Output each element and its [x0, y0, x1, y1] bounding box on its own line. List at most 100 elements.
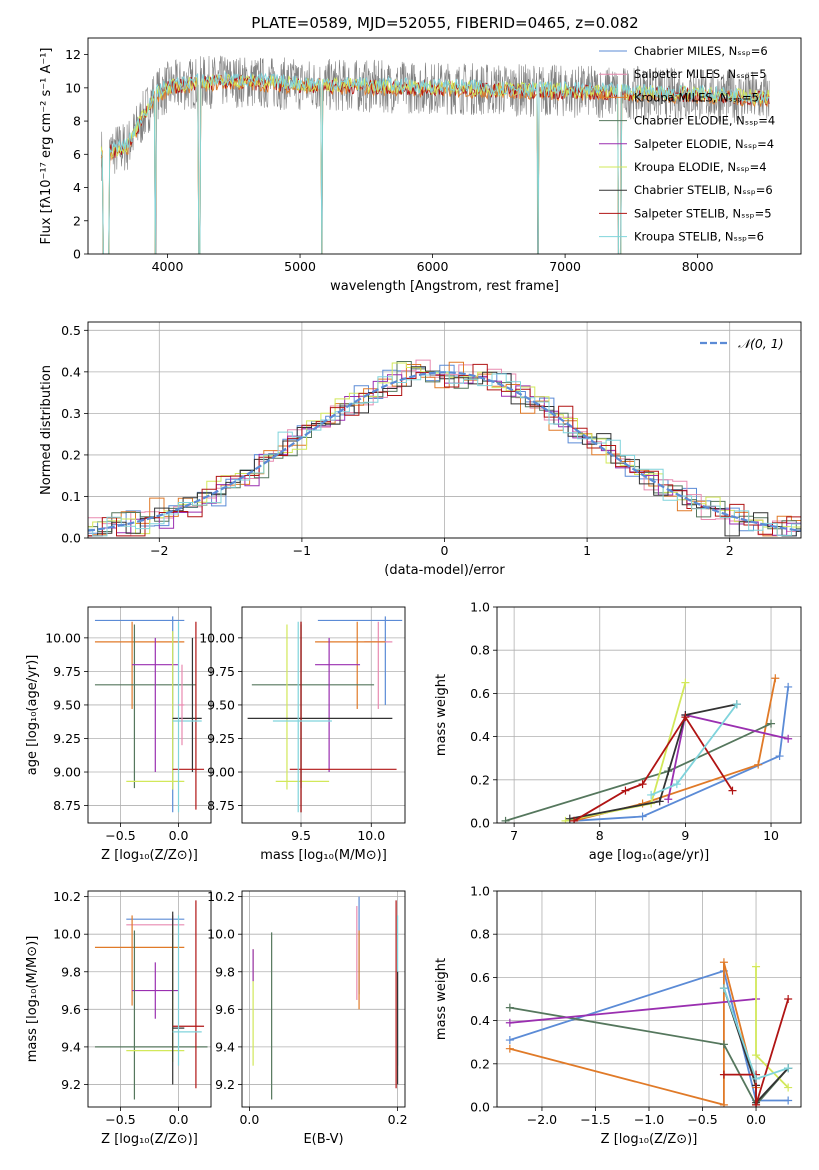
y-tick-label: 0.8 — [470, 643, 490, 658]
y-tick-label: 4 — [73, 180, 81, 195]
weight-marker-salpeter_stelib — [752, 1100, 761, 1107]
histogram-chabrier_stelib — [88, 366, 801, 537]
y-tick-label: 1.0 — [470, 600, 490, 615]
legend-label-kroupa_elodie: Kroupa ELODIE, Nₛₛₚ=4 — [634, 160, 767, 174]
histogram-kroupa_stelib — [88, 371, 801, 537]
spectrum-data-line — [101, 55, 770, 254]
weight-marker-salpeter_stelib — [621, 786, 630, 795]
legend-label-salpeter_miles: Salpeter MILES, Nₛₛₚ=5 — [634, 67, 767, 81]
weight-marker-kroupa_elodie — [752, 962, 761, 971]
x-tick-label: 0.2 — [388, 1112, 408, 1127]
x-tick-label: −0.5 — [105, 828, 135, 843]
weight-marker-kroupa_stelib — [719, 984, 728, 993]
axes-frame — [87, 890, 212, 1108]
x-tick-label: 6000 — [417, 259, 449, 274]
y-tick-label: 10.2 — [207, 889, 235, 904]
y-tick-label: 9.75 — [53, 664, 81, 679]
weight-marker-chabrier_miles — [638, 812, 647, 821]
x-tick-label: −1 — [293, 543, 311, 558]
plot-area — [94, 616, 205, 813]
weight-line-salpeter_stelib — [573, 715, 734, 822]
y-tick-label: 9.50 — [53, 697, 81, 712]
weight-marker-kroupa_elodie — [752, 1051, 761, 1060]
legend-label-chabrier_elodie: Chabrier ELODIE, Nₛₛₚ=4 — [634, 114, 775, 128]
plot-area — [100, 55, 770, 254]
weight-marker-salpeter_stelib — [638, 780, 647, 789]
chart-spectrum: 4000 5000 6000 7000 8000 0 2 4 6 8 10 12 wavelength … — [39, 37, 802, 294]
weight-marker-salpeter_stelib — [570, 816, 579, 823]
x-axis-label: mass [log₁₀(M/M⊙)] — [260, 848, 387, 863]
x-axis-label: (data-model)/error — [384, 563, 505, 578]
y-tick-label: 1.0 — [470, 884, 490, 899]
y-tick-label: 0.2 — [470, 772, 490, 787]
chart-age-vs-Z: −0.5 0.0 8.75 9.00 9.25 9.50 9.75 10.00 Z [log₁₀… — [25, 606, 212, 863]
y-axis-label: Flux [fλ10⁻¹⁷ erg cm⁻² s⁻¹ A⁻¹] — [39, 48, 54, 245]
x-axis-label: Z [log₁₀(Z/Z⊙)] — [101, 1132, 198, 1147]
plot-area — [247, 616, 403, 813]
chart-mass-vs-EBV: 0.0 0.2 9.2 9.4 9.6 9.8 10.0 10.2 E(B-V) — [207, 889, 407, 1147]
weight-marker-chabrier_stelib — [655, 797, 664, 806]
y-tick-label: 6 — [73, 147, 81, 162]
y-tick-label: 0.6 — [470, 970, 490, 985]
histogram-kroupa_miles — [88, 361, 801, 537]
y-tick-label: 9.4 — [61, 1039, 81, 1054]
y-tick-label: 8 — [73, 114, 81, 129]
y-tick-label: 0.6 — [470, 686, 490, 701]
legend-label-salpeter_stelib: Salpeter STELIB, Nₛₛₚ=5 — [634, 206, 772, 220]
y-tick-label: 0.5 — [61, 323, 81, 338]
legend-label-normal: 𝒩(0, 1) — [738, 336, 784, 351]
x-axis-label: Z [log₁₀(Z/Z⊙)] — [601, 1132, 698, 1147]
x-tick-label: 5000 — [284, 259, 316, 274]
y-tick-label: 0.0 — [470, 1100, 490, 1115]
x-axis-label: Z [log₁₀(Z/Z⊙)] — [101, 848, 198, 863]
weight-marker-salpeter_stelib — [728, 786, 737, 795]
x-tick-label: 0.0 — [746, 1112, 766, 1127]
weight-marker-kroupa_elodie — [561, 816, 570, 823]
weight-marker-kroupa_stelib — [647, 790, 656, 799]
weight-marker-salpeter_elodie — [784, 734, 793, 743]
x-tick-label: 2 — [726, 543, 734, 558]
x-tick-label: 0.0 — [169, 1112, 189, 1127]
y-tick-label: 0.1 — [61, 489, 81, 504]
y-tick-label: 2 — [73, 213, 81, 228]
y-tick-label: 9.2 — [61, 1077, 81, 1092]
y-tick-label: 9.2 — [215, 1077, 235, 1092]
y-tick-label: 0.0 — [470, 816, 490, 831]
weight-marker-chabrier_elodie — [501, 816, 510, 823]
chart-age-vs-mass: 9.5 10.0 8.75 9.00 9.25 9.50 9.75 10.00 mass [lo… — [199, 606, 406, 863]
y-tick-label: 10 — [65, 80, 81, 95]
weight-marker-chabrier_miles — [775, 752, 784, 761]
y-tick-label: 10.0 — [53, 927, 81, 942]
x-tick-label: −2 — [150, 543, 168, 558]
weight-marker-chabrier_elodie — [767, 719, 776, 728]
weight-marker-salpeter_stelib — [719, 1070, 728, 1079]
weight-line-kroupa_miles — [509, 962, 757, 1106]
y-tick-label: 0 — [73, 247, 81, 262]
x-axis-label: age [log₁₀(age/yr)] — [589, 848, 710, 863]
plot-area — [88, 359, 801, 537]
weight-marker-salpeter_stelib — [784, 995, 793, 1003]
legend-label-kroupa_miles: Kroupa MILES, Nₛₛₚ=5 — [634, 90, 759, 104]
x-tick-label: −1.0 — [634, 1112, 664, 1127]
weight-line-salpeter_stelib — [723, 998, 790, 1106]
weight-marker-salpeter_stelib — [681, 713, 690, 722]
x-tick-label: 8000 — [682, 259, 714, 274]
y-tick-label: 0.4 — [61, 364, 81, 379]
weight-marker-salpeter_elodie — [505, 1018, 514, 1027]
y-tick-label: 9.25 — [53, 731, 81, 746]
y-tick-label: 0.2 — [61, 447, 81, 462]
plot-area — [94, 900, 208, 1100]
x-tick-label: 0.0 — [169, 828, 189, 843]
y-tick-label: 9.4 — [215, 1039, 235, 1054]
y-tick-label: 10.2 — [53, 889, 81, 904]
y-tick-label: 0.2 — [470, 1056, 490, 1071]
y-axis-label: mass weight — [434, 674, 449, 756]
plot-area — [252, 896, 399, 1100]
axes-frame — [496, 606, 802, 824]
weight-marker-kroupa_elodie — [681, 678, 690, 687]
x-tick-label: −0.5 — [687, 1112, 717, 1127]
axes-frame — [87, 37, 802, 255]
axes-frame — [87, 606, 212, 824]
y-tick-label: 8.75 — [53, 798, 81, 813]
